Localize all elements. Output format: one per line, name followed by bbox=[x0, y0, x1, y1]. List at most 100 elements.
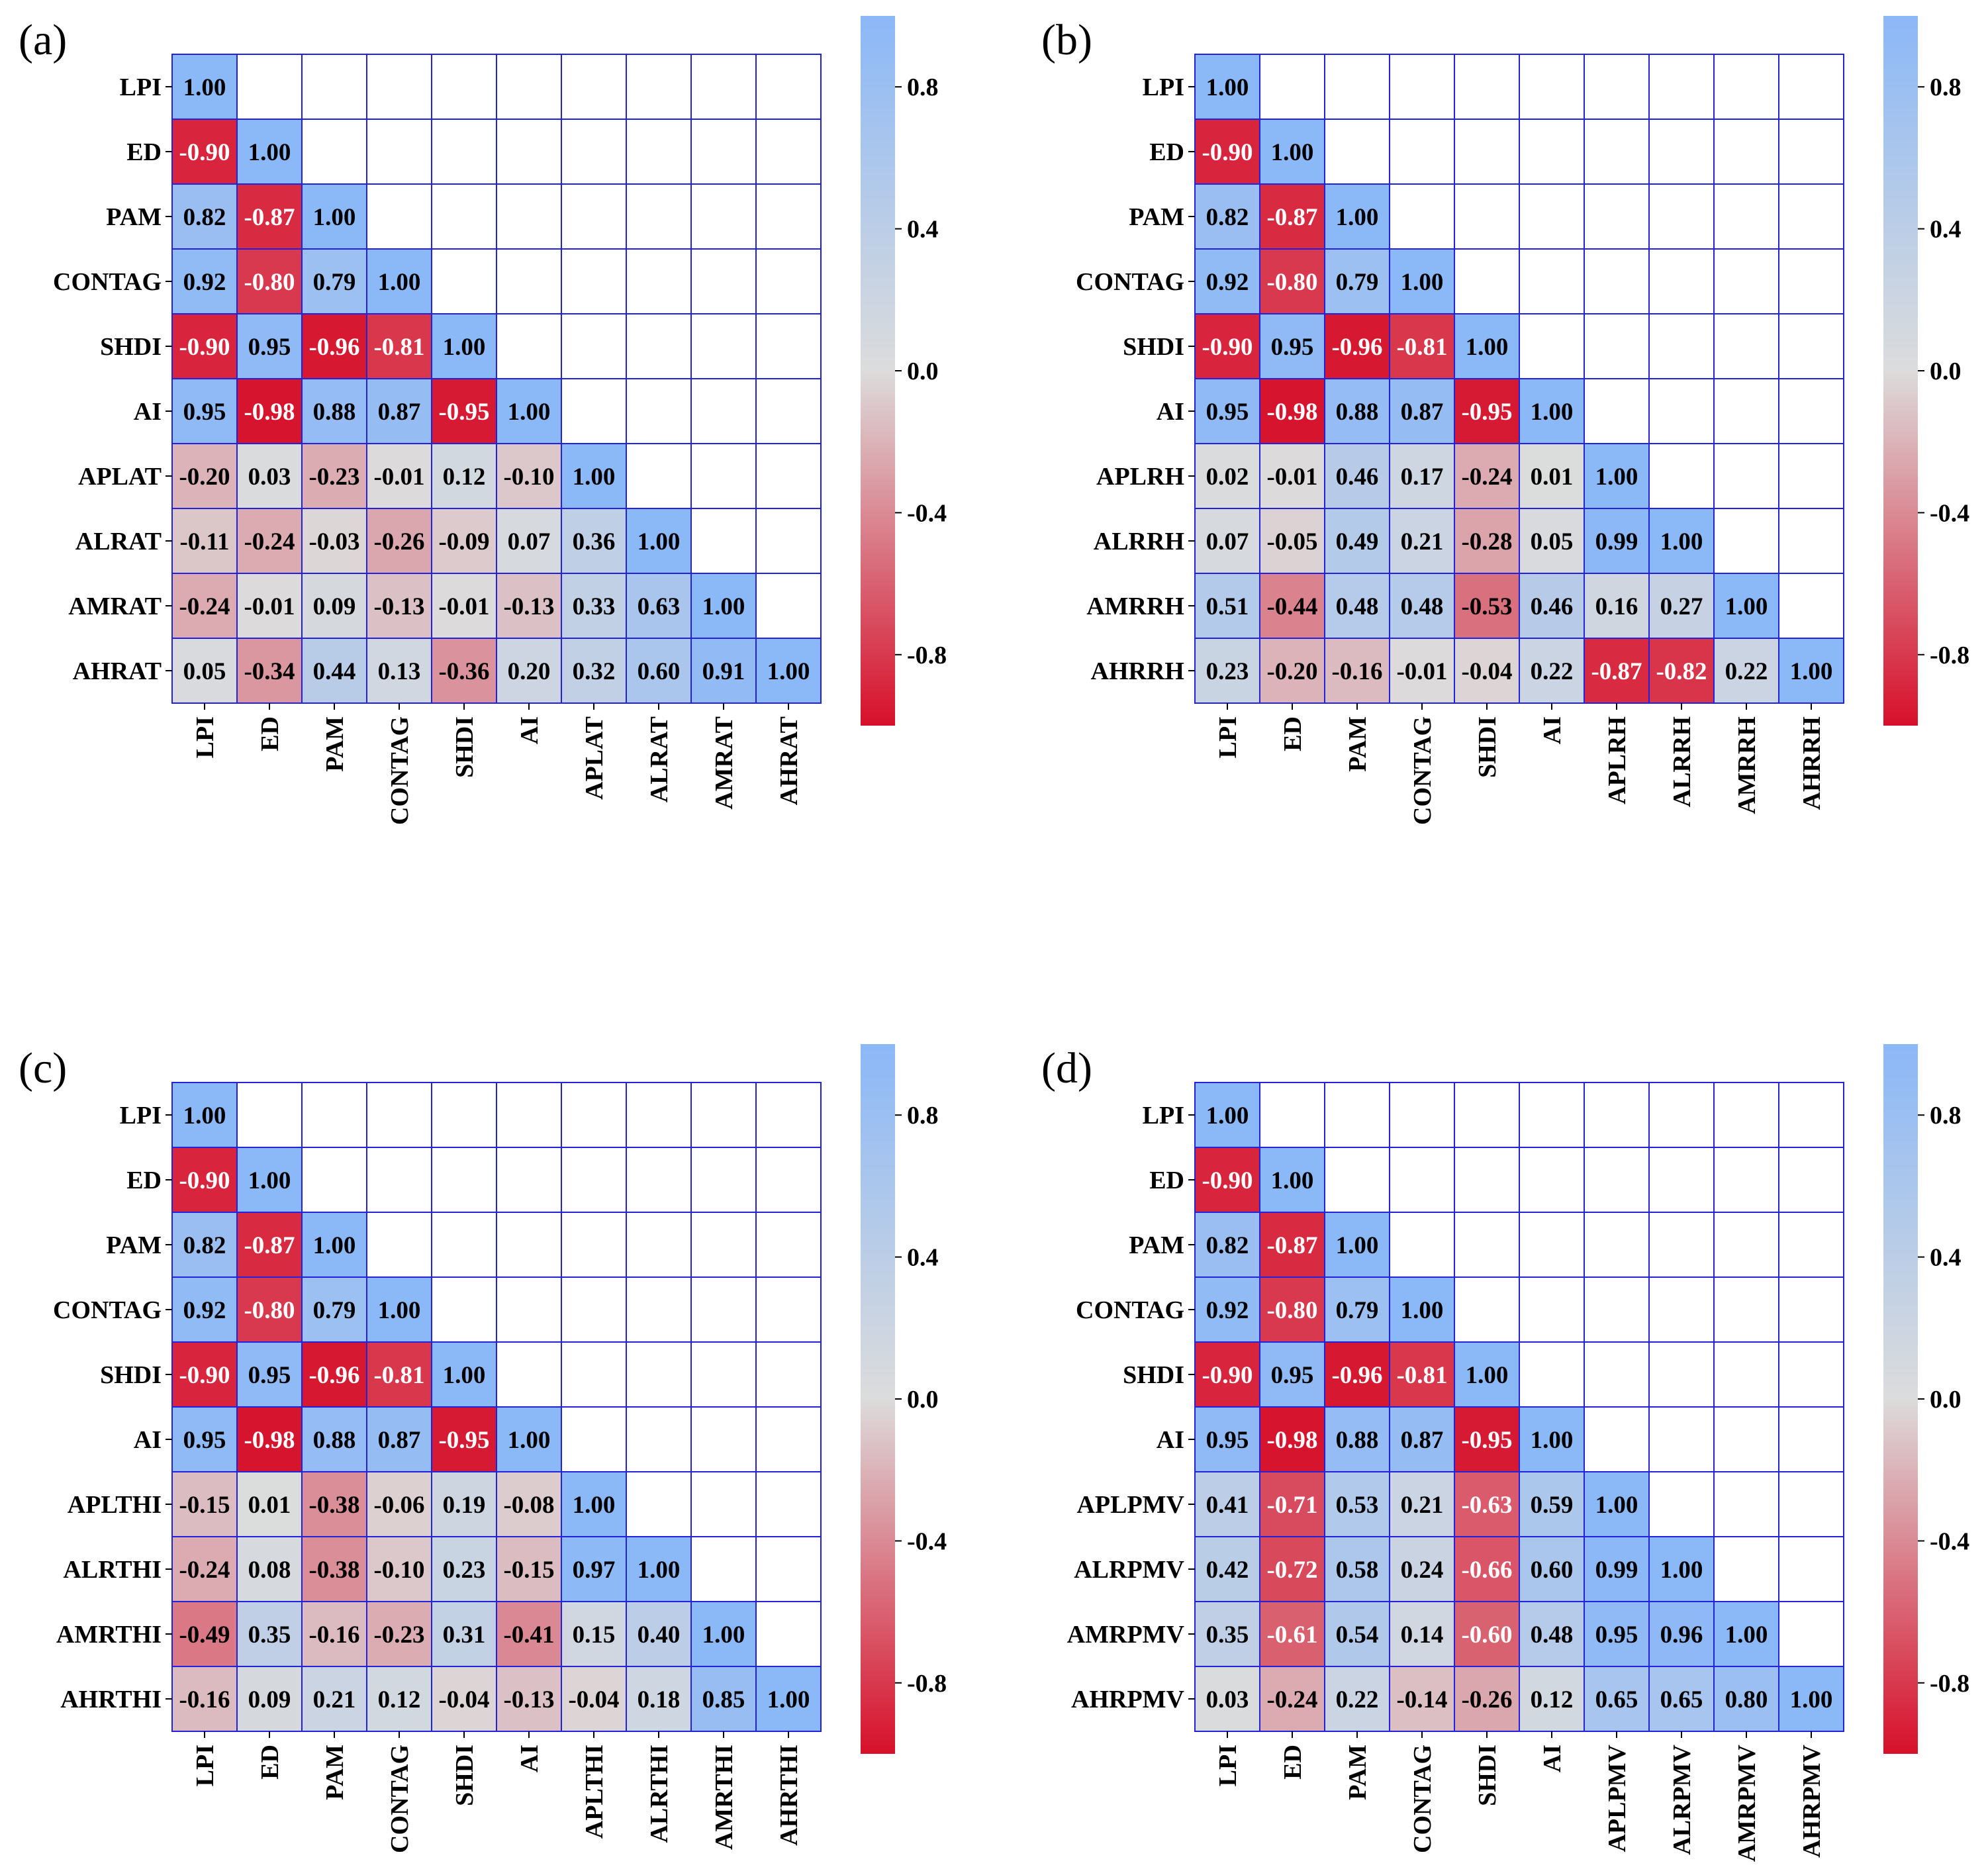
empty-cell bbox=[561, 1147, 627, 1213]
cell-value-label: 0.54 bbox=[1336, 1621, 1379, 1649]
empty-cell bbox=[1778, 378, 1844, 444]
panel-label: (d) bbox=[1041, 1044, 1092, 1092]
cell-value-label: -0.87 bbox=[1266, 1232, 1317, 1259]
row-label: APLAT bbox=[78, 463, 162, 491]
heatmap-cell bbox=[366, 378, 432, 444]
row-label: ALRPMV bbox=[1074, 1556, 1184, 1584]
empty-cell bbox=[1389, 183, 1455, 250]
heatmap-cell bbox=[366, 313, 432, 379]
heatmap-cell bbox=[1713, 1601, 1779, 1667]
colorbar-tick-label: -0.4 bbox=[1930, 1527, 1969, 1555]
empty-cell bbox=[626, 119, 692, 185]
heatmap-cell bbox=[1194, 1666, 1260, 1732]
heatmap-cell bbox=[1454, 1601, 1520, 1667]
cell-value-label: -0.87 bbox=[1591, 658, 1642, 685]
cell-value-label: -0.01 bbox=[244, 593, 295, 620]
row-label: AI bbox=[1157, 398, 1184, 426]
empty-cell bbox=[1324, 1082, 1390, 1148]
cell-value-label: 0.95 bbox=[1271, 334, 1314, 361]
heatmap-panel-c: (c) 1.00 -0.90 1.00 0.82 -0.87 1.00 0.92 -0.80 0.… bbox=[19, 1044, 947, 1853]
empty-cell bbox=[496, 1082, 562, 1148]
empty-cell bbox=[1648, 1212, 1715, 1278]
cell-value-label: 0.95 bbox=[1206, 1427, 1249, 1454]
heatmap-cell bbox=[171, 638, 238, 704]
row-label: ALRTHI bbox=[63, 1556, 162, 1584]
empty-cell bbox=[1713, 183, 1779, 250]
cell-value-label: 1.00 bbox=[767, 1686, 810, 1713]
cell-value-label: 0.53 bbox=[1336, 1492, 1379, 1519]
empty-cell bbox=[1648, 1147, 1715, 1213]
empty-cell bbox=[1389, 1082, 1455, 1148]
cell-value-label: -0.90 bbox=[179, 334, 230, 361]
cell-value-label: -0.26 bbox=[373, 528, 424, 555]
empty-cell bbox=[496, 1147, 562, 1213]
cell-value-label: 0.95 bbox=[248, 1362, 291, 1389]
column-label: SHDI bbox=[1474, 716, 1501, 778]
column-label: APLPMV bbox=[1603, 1744, 1631, 1852]
heatmap-cell bbox=[236, 1147, 303, 1213]
cell-value-label: 0.14 bbox=[1401, 1621, 1444, 1649]
column-label: SHDI bbox=[1474, 1745, 1501, 1806]
cell-value-label: -0.24 bbox=[1461, 463, 1512, 491]
cell-value-label: 0.95 bbox=[183, 399, 226, 426]
empty-cell bbox=[1713, 1471, 1779, 1537]
heatmap-cell bbox=[1519, 573, 1585, 639]
column-label: AI bbox=[1538, 716, 1566, 744]
cell-value-label: -0.38 bbox=[308, 1492, 359, 1519]
colorbar-tick-label: 0.0 bbox=[1930, 1386, 1962, 1414]
heatmap-cell bbox=[1324, 638, 1390, 704]
cell-value-label: 0.44 bbox=[313, 658, 356, 685]
column-label: AMRRH bbox=[1733, 716, 1761, 814]
cell-value-label: 0.95 bbox=[248, 334, 291, 361]
row-label: AHRPMV bbox=[1071, 1686, 1185, 1713]
column-label: AMRPMV bbox=[1733, 1744, 1761, 1862]
cell-value-label: -0.98 bbox=[244, 399, 295, 426]
cell-value-label: 1.00 bbox=[1790, 658, 1833, 685]
heatmap-cell bbox=[1194, 119, 1260, 185]
heatmap-cell bbox=[1389, 1536, 1455, 1602]
empty-cell bbox=[626, 378, 692, 444]
heatmap-cell bbox=[561, 1666, 627, 1732]
heatmap-cell bbox=[1584, 1536, 1650, 1602]
heatmap-cell bbox=[171, 1276, 238, 1343]
heatmap-cell bbox=[1324, 1601, 1390, 1667]
column-label: AHRTHI bbox=[775, 1745, 803, 1846]
empty-cell bbox=[1389, 119, 1455, 185]
cell-value-label: 1.00 bbox=[1401, 269, 1444, 296]
cell-value-label: -0.16 bbox=[179, 1686, 230, 1713]
column-label: CONTAG bbox=[1409, 716, 1437, 825]
cell-value-label: -0.24 bbox=[179, 593, 230, 620]
cell-value-label: 0.88 bbox=[313, 399, 356, 426]
cell-value-label: 0.95 bbox=[183, 1427, 226, 1454]
empty-cell bbox=[1778, 573, 1844, 639]
cell-value-label: 1.00 bbox=[248, 139, 291, 166]
heatmap-cell bbox=[1259, 573, 1325, 639]
empty-cell bbox=[690, 1147, 757, 1213]
heatmap-cell bbox=[366, 248, 432, 314]
empty-cell bbox=[1389, 1147, 1455, 1213]
cell-value-label: 0.03 bbox=[1206, 1686, 1249, 1713]
heatmap-cell bbox=[366, 1601, 432, 1667]
heatmap-cell bbox=[366, 1536, 432, 1602]
heatmap-cell bbox=[301, 1601, 367, 1667]
heatmap-cell bbox=[1519, 1666, 1585, 1732]
empty-cell bbox=[561, 1082, 627, 1148]
cell-value-label: 1.00 bbox=[1336, 204, 1379, 231]
cell-value-label: -0.95 bbox=[1461, 1427, 1512, 1454]
column-label: CONTAG bbox=[386, 716, 414, 825]
heatmap-cell bbox=[1259, 1406, 1325, 1472]
empty-cell bbox=[1648, 54, 1715, 120]
cell-value-label: 1.00 bbox=[638, 1557, 681, 1584]
empty-cell bbox=[1778, 1276, 1844, 1343]
colorbar-tick-label: 0.8 bbox=[1930, 1102, 1962, 1130]
colorbar bbox=[861, 16, 895, 726]
heatmap-cell bbox=[1584, 1471, 1650, 1537]
heatmap-cell bbox=[1454, 1536, 1520, 1602]
column-label: PAM bbox=[1344, 716, 1372, 772]
cell-value-label: 1.00 bbox=[638, 528, 681, 555]
empty-cell bbox=[755, 1406, 822, 1472]
cell-value-label: 0.21 bbox=[1401, 1492, 1444, 1519]
cell-value-label: 0.88 bbox=[313, 1427, 356, 1454]
row-label: SHDI bbox=[100, 333, 162, 361]
cell-value-label: 0.79 bbox=[313, 1297, 356, 1324]
